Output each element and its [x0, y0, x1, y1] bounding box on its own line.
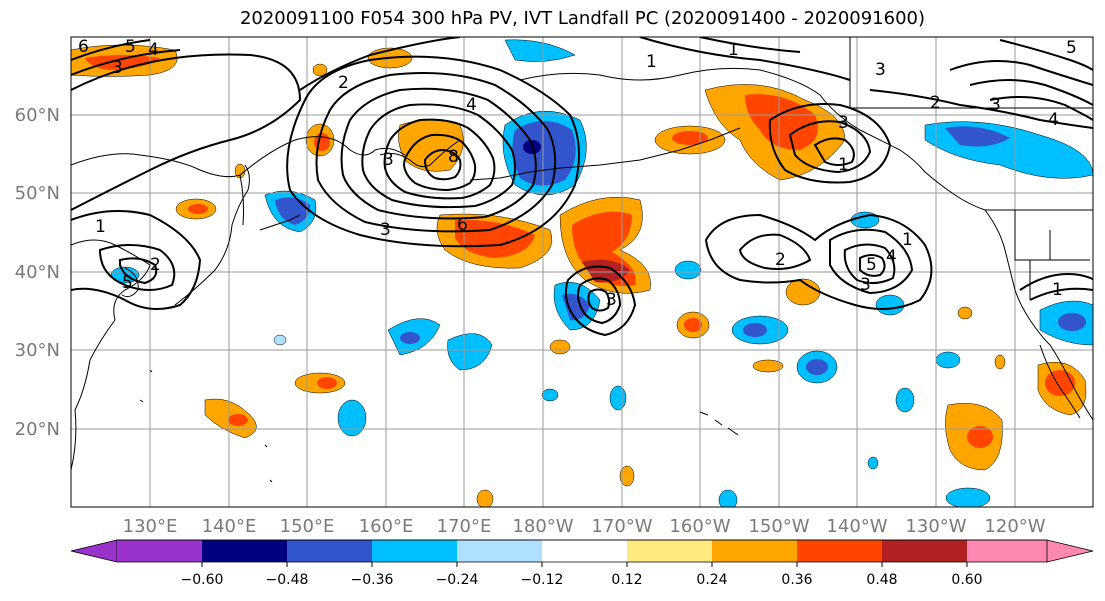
- shade-neg-socal-core: [1058, 313, 1086, 331]
- shade-pos-a13: [477, 490, 493, 508]
- lat-label: 40°N: [15, 262, 60, 283]
- contour-label: 5: [1066, 38, 1077, 58]
- contour-label: 5: [866, 255, 877, 275]
- shade-neg-w12: [542, 389, 558, 401]
- colorbar-bin: [797, 540, 882, 562]
- shade-neg-w11: [610, 386, 626, 410]
- contour-label: 6: [78, 37, 89, 57]
- lat-label: 20°N: [15, 419, 60, 440]
- contour-label: 3: [875, 60, 886, 80]
- colorbar-tick-label: 0.24: [696, 572, 727, 588]
- contour-label: 6: [457, 215, 468, 235]
- contour-label: 1: [902, 230, 913, 250]
- lon-label: 170°W: [591, 516, 652, 537]
- contour-label: 3: [380, 220, 391, 240]
- colorbar-bin: [627, 540, 712, 562]
- lon-label: 150°W: [748, 516, 809, 537]
- colorbar-tick-label: −0.12: [521, 572, 564, 588]
- colorbar-tick-label: −0.60: [181, 572, 224, 588]
- shade-pos-a11: [550, 340, 570, 354]
- lon-label: 170°E: [437, 516, 492, 537]
- shade-neg-w14: [946, 488, 990, 508]
- colorbar-tick-label: −0.24: [436, 572, 479, 588]
- shade-pos-a15: [995, 355, 1005, 369]
- shade-pos-a14: [958, 307, 972, 319]
- colorbar-bin: [712, 540, 797, 562]
- colorbar-bin: [117, 540, 202, 562]
- shade-neg-w7: [851, 212, 879, 228]
- lon-label: 140°W: [826, 516, 887, 537]
- shade-pos-a5-core: [684, 318, 702, 332]
- shade-neg-w10: [896, 388, 914, 412]
- colorbar-bin: [202, 540, 287, 562]
- contour-label: 3: [860, 275, 871, 295]
- shade-neg-w17: [274, 335, 286, 345]
- contour-label: 3: [383, 150, 394, 170]
- lon-label: 130°W: [905, 516, 966, 537]
- lat-label: 50°N: [15, 183, 60, 204]
- contour-label: 4: [886, 247, 897, 267]
- contour-label: 3: [112, 58, 123, 78]
- shade-pos-a2-core: [188, 204, 208, 214]
- lon-axis: 130°E 140°E 150°E 160°E 170°E 180°W 170°…: [123, 516, 1046, 537]
- shade-neg-w9: [936, 352, 960, 368]
- lon-label: 160°E: [359, 516, 414, 537]
- contour-label: 1: [838, 155, 849, 175]
- colorbar-max-extend: [1047, 540, 1093, 562]
- contour-label: 2: [930, 93, 941, 113]
- colorbar-bin: [372, 540, 457, 562]
- lat-axis: 60°N 50°N 40°N 30°N 20°N: [15, 105, 60, 440]
- colorbar-tick-label: 0.12: [611, 572, 642, 588]
- lon-label: 150°E: [280, 516, 335, 537]
- shade-neg-w6-core: [806, 359, 828, 375]
- shade-neg-w8: [876, 295, 904, 315]
- contour-label: 8: [448, 147, 459, 167]
- contour-label: 4: [466, 95, 477, 115]
- colorbar-bin: [457, 540, 542, 562]
- colorbar-min-extend: [71, 540, 117, 562]
- contour-label: 5: [122, 273, 133, 293]
- colorbar: −0.60 −0.48 −0.36 −0.24 −0.12 0.12 0.24 …: [71, 540, 1093, 588]
- contour-label: 2: [150, 255, 161, 275]
- colorbar-tick-label: 0.36: [781, 572, 812, 588]
- map-panel: 6 5 4 3 2 1 2 5 4 3 8 6 3 1 1 3 3 2 1 3 …: [71, 37, 1093, 510]
- colorbar-bin: [287, 540, 372, 562]
- shade-neg-w3: [338, 400, 366, 436]
- contour-label: 1: [1052, 280, 1063, 300]
- shade-neg-w15: [868, 457, 878, 469]
- shade-neg-w1-core: [400, 332, 420, 344]
- shade-neg-w5-core: [743, 323, 767, 337]
- map-figure: 6 5 4 3 2 1 2 5 4 3 8 6 3 1 1 3 3 2 1 3 …: [0, 0, 1105, 601]
- lon-label: 160°W: [669, 516, 730, 537]
- shade-pos-baja-core: [1045, 370, 1075, 396]
- contour-label: 1: [95, 217, 106, 237]
- colorbar-bin: [542, 540, 627, 562]
- contour-label: 4: [148, 40, 159, 60]
- contour-label: 2: [775, 250, 786, 270]
- lon-label: 140°E: [202, 516, 257, 537]
- colorbar-tick-label: 0.48: [866, 572, 897, 588]
- contour-label: 1: [728, 40, 739, 60]
- contour-label: 3: [990, 95, 1001, 115]
- colorbar-tick-label: 0.60: [951, 572, 982, 588]
- shade-pos-a7-core: [317, 377, 337, 389]
- lon-label: 130°E: [123, 516, 178, 537]
- colorbar-tick-label: −0.36: [351, 572, 394, 588]
- contour-label: 4: [1048, 110, 1059, 130]
- lat-label: 30°N: [15, 340, 60, 361]
- contour-label: 5: [125, 37, 136, 57]
- shade-pos-a8-core: [228, 414, 248, 426]
- lat-label: 60°N: [15, 105, 60, 126]
- lon-label: 120°W: [984, 516, 1045, 537]
- lon-label: 180°W: [512, 516, 573, 537]
- shade-neg-w4: [675, 261, 701, 279]
- colorbar-bin: [882, 540, 967, 562]
- contour-label: 2: [338, 73, 349, 93]
- contour-label: 1: [646, 52, 657, 72]
- colorbar-bin: [967, 540, 1047, 562]
- contour-label: 3: [606, 290, 617, 310]
- shade-pos-a1-core: [314, 133, 330, 151]
- contour-label: 3: [838, 113, 849, 133]
- colorbar-tick-label: −0.48: [266, 572, 309, 588]
